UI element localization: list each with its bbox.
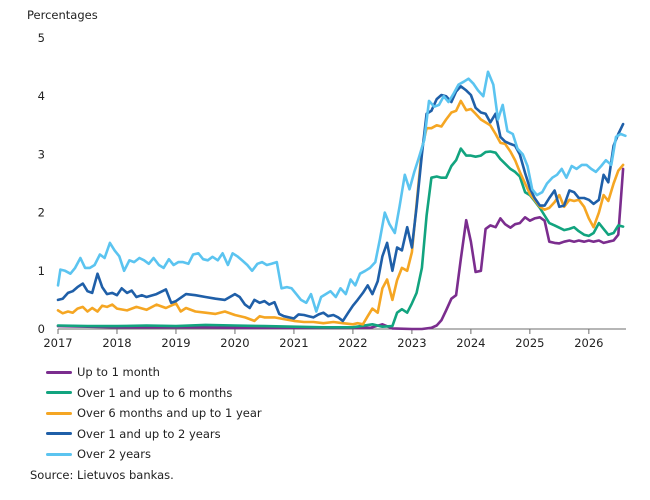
legend-label: Over 6 months and up to 1 year	[77, 406, 262, 421]
x-tick-label: 2026	[574, 336, 603, 350]
legend-item: Over 1 and up to 2 years	[46, 424, 262, 445]
legend: Up to 1 month Over 1 and up to 6 months Ov…	[46, 362, 262, 465]
series-line-4	[56, 85, 625, 323]
legend-swatch	[46, 432, 72, 436]
x-tick-label: 2025	[515, 336, 544, 350]
x-tick-label: 2019	[161, 336, 190, 350]
source-note: Source: Lietuvos bankas.	[30, 468, 174, 482]
y-tick-label: 5	[38, 31, 45, 45]
y-tick-label: 0	[38, 322, 45, 336]
series-line-3	[56, 99, 625, 326]
line-chart: 0 1 2 3 4 5 2017 2018 2019 2020 2021 2022 2023 2024 20…	[38, 31, 627, 350]
x-tick-label: 2021	[279, 336, 308, 350]
x-tick-label: 2022	[338, 336, 367, 350]
legend-label: Over 2 years	[77, 447, 151, 462]
series-lines	[56, 70, 627, 331]
x-tick-label: 2020	[220, 336, 249, 350]
y-tick-label: 2	[38, 206, 45, 220]
y-tick-label: 4	[38, 89, 45, 103]
legend-item: Over 6 months and up to 1 year	[46, 403, 262, 424]
legend-item: Over 1 and up to 6 months	[46, 383, 262, 404]
x-tick-label: 2023	[397, 336, 426, 350]
x-tick-label: 2018	[102, 336, 131, 350]
legend-label: Over 1 and up to 2 years	[77, 426, 221, 441]
series-line-5	[56, 70, 627, 313]
x-tick-label: 2024	[456, 336, 485, 350]
legend-swatch	[46, 411, 72, 415]
legend-label: Over 1 and up to 6 months	[77, 385, 233, 400]
legend-label: Up to 1 month	[77, 365, 160, 380]
legend-item: Up to 1 month	[46, 362, 262, 383]
legend-swatch	[46, 370, 72, 374]
x-tick-label: 2017	[43, 336, 72, 350]
legend-swatch	[46, 452, 72, 456]
y-tick-label: 3	[38, 147, 45, 161]
series-line-2	[56, 147, 625, 329]
y-tick-label: 1	[38, 264, 45, 278]
y-axis-unit-label: Percentages	[27, 8, 98, 22]
legend-item: Over 2 years	[46, 444, 262, 465]
axes: 0 1 2 3 4 5 2017 2018 2019 2020 2021 2022 2023 2024 20…	[38, 31, 626, 350]
legend-swatch	[46, 391, 72, 395]
